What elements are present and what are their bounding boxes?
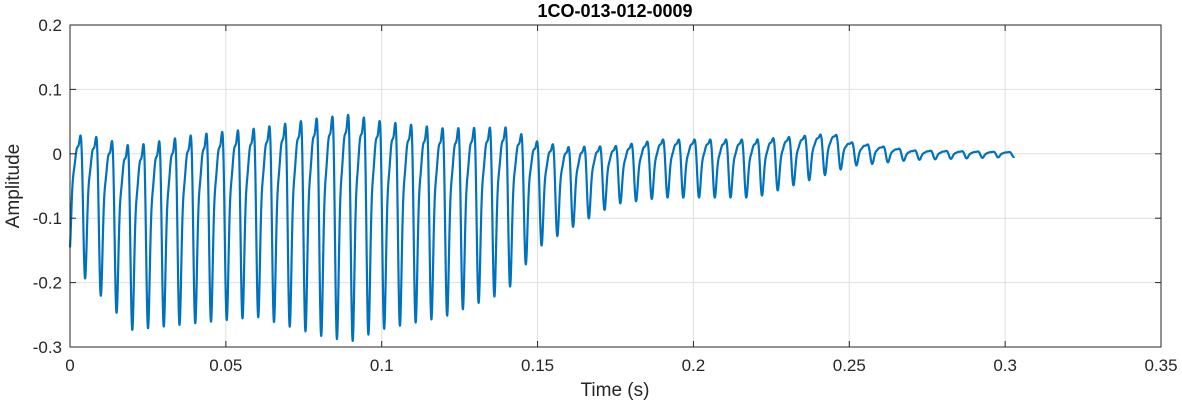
y-tick-label: -0.1 [33,209,62,228]
chart-title: 1CO-013-012-0009 [537,1,692,21]
axis-ticks: 0 0.05 0.1 0.15 0.2 0.25 0.3 0.35 -0.3 -0.2 -0.1 0 0… [33,16,1178,375]
x-tick-label: 0.15 [521,356,554,375]
y-tick-label: 0.2 [38,16,62,35]
x-tick-label: 0.1 [370,356,394,375]
waveform-line [68,113,1016,342]
y-axis-label: Amplitude [3,144,24,229]
x-axis-label: Time (s) [581,380,650,401]
y-tick-label: 0 [53,145,62,164]
waveform-series [68,113,1016,342]
x-tick-label: 0.25 [833,356,866,375]
x-tick-label: 0.35 [1144,356,1177,375]
x-tick-label: 0.2 [682,356,706,375]
y-tick-label: 0.1 [38,80,62,99]
x-tick-label: 0.3 [993,356,1017,375]
y-tick-label: -0.3 [33,338,62,357]
x-tick-label: 0.05 [209,356,242,375]
plot-area [70,25,1161,347]
axes-box [69,24,1162,348]
x-tick-label: 0 [65,356,74,375]
y-tick-label: -0.2 [33,274,62,293]
